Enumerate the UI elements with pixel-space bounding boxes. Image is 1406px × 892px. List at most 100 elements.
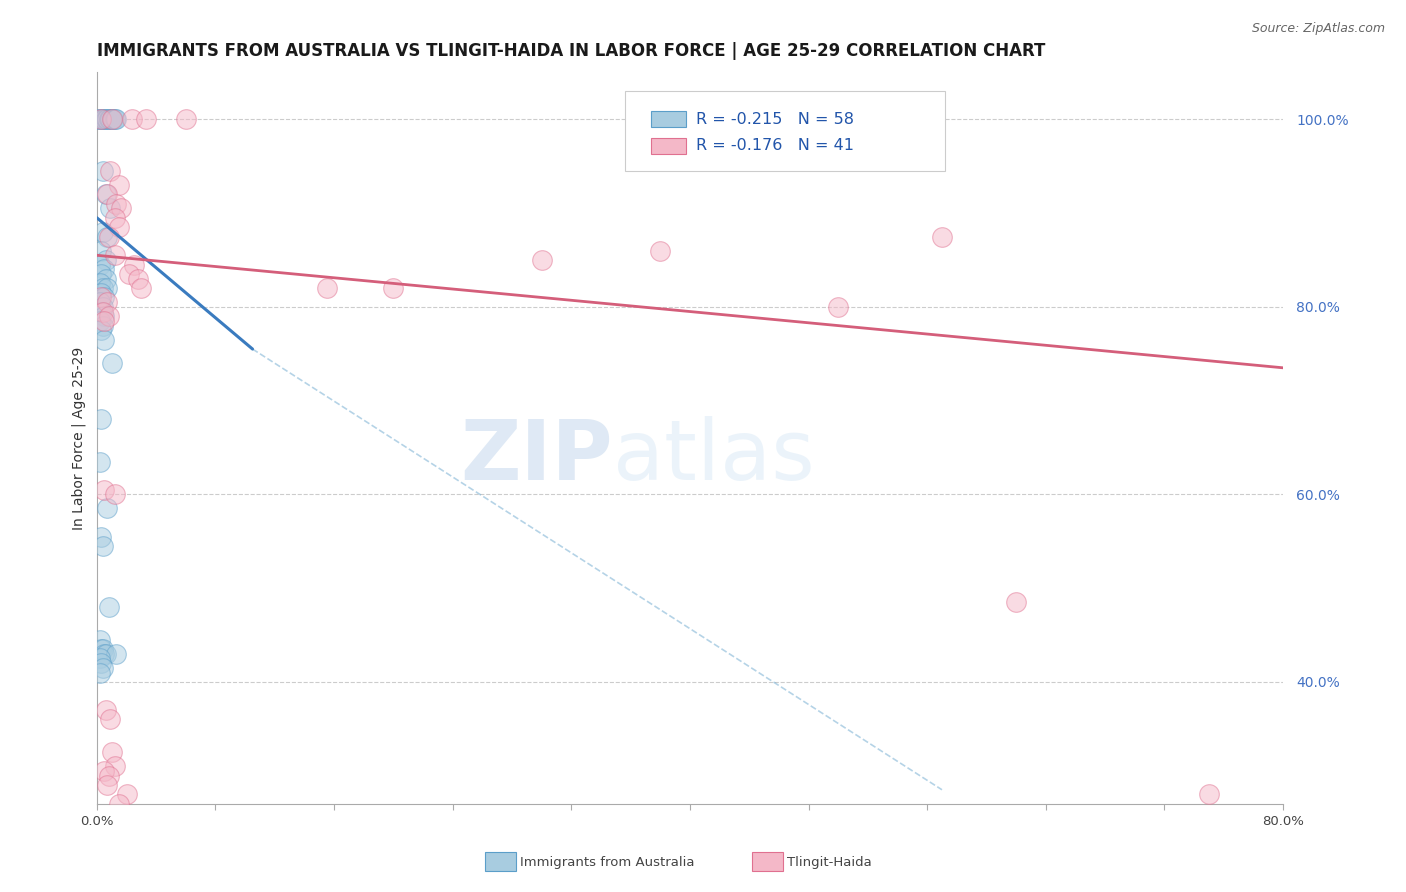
Point — [94, 271, 117, 285]
Point — [100, 356, 122, 370]
Point — [97, 769, 120, 783]
Point — [90, 112, 112, 127]
Point — [108, 797, 131, 811]
Text: atlas: atlas — [613, 416, 814, 497]
Point — [89, 112, 111, 127]
Point — [90, 656, 112, 670]
Point — [104, 487, 127, 501]
Point — [98, 164, 121, 178]
Point — [101, 112, 124, 127]
Point — [91, 112, 114, 127]
Point — [127, 271, 149, 285]
Point — [90, 244, 112, 258]
Point — [93, 262, 115, 277]
Point — [108, 178, 131, 192]
Point — [105, 112, 128, 127]
Point — [90, 304, 112, 318]
Point — [1198, 788, 1220, 802]
Point — [110, 202, 132, 216]
Point — [93, 310, 115, 324]
Point — [94, 112, 117, 127]
FancyBboxPatch shape — [651, 137, 686, 153]
Text: R = -0.176   N = 41: R = -0.176 N = 41 — [696, 138, 853, 153]
Point — [93, 647, 115, 661]
Point — [89, 665, 111, 680]
Point — [91, 225, 114, 239]
Point — [93, 112, 115, 127]
Point — [93, 483, 115, 497]
Point — [530, 252, 553, 267]
Point — [96, 229, 118, 244]
Point — [97, 310, 120, 324]
Point — [122, 258, 145, 272]
Text: Immigrants from Australia: Immigrants from Australia — [520, 856, 695, 869]
Point — [174, 112, 197, 127]
Point — [89, 314, 111, 328]
Point — [96, 501, 118, 516]
Point — [91, 304, 114, 318]
Y-axis label: In Labor Force | Age 25-29: In Labor Force | Age 25-29 — [72, 346, 86, 530]
Point — [827, 300, 849, 314]
Point — [91, 281, 114, 295]
FancyBboxPatch shape — [651, 112, 686, 128]
Point — [105, 647, 128, 661]
Point — [94, 647, 117, 661]
Point — [98, 112, 121, 127]
Point — [90, 412, 112, 426]
Point — [91, 318, 114, 333]
Point — [93, 314, 115, 328]
Point — [91, 539, 114, 553]
Point — [104, 112, 127, 127]
Point — [90, 285, 112, 300]
Point — [89, 277, 111, 291]
Point — [104, 759, 127, 773]
Point — [94, 252, 117, 267]
Point — [98, 202, 121, 216]
Point — [131, 281, 153, 295]
Text: Source: ZipAtlas.com: Source: ZipAtlas.com — [1251, 22, 1385, 36]
FancyBboxPatch shape — [624, 91, 945, 171]
Point — [108, 220, 131, 235]
Point — [118, 267, 141, 281]
Point — [89, 295, 111, 310]
Point — [89, 258, 111, 272]
Point — [931, 229, 953, 244]
Point — [93, 764, 115, 778]
Text: R = -0.215   N = 58: R = -0.215 N = 58 — [696, 112, 853, 127]
Point — [315, 281, 337, 295]
Point — [96, 281, 118, 295]
Point — [90, 112, 112, 127]
Point — [90, 290, 112, 304]
Text: IMMIGRANTS FROM AUSTRALIA VS TLINGIT-HAIDA IN LABOR FORCE | AGE 25-29 CORRELATIO: IMMIGRANTS FROM AUSTRALIA VS TLINGIT-HAI… — [97, 42, 1045, 60]
Point — [93, 333, 115, 347]
Point — [89, 454, 111, 468]
Point — [91, 661, 114, 675]
Point — [97, 599, 120, 614]
Point — [90, 642, 112, 657]
Text: ZIP: ZIP — [460, 416, 613, 497]
Point — [96, 187, 118, 202]
Point — [89, 632, 111, 647]
Point — [135, 112, 157, 127]
Point — [87, 112, 110, 127]
Point — [89, 651, 111, 665]
Point — [100, 112, 122, 127]
Point — [96, 295, 118, 310]
Text: Tlingit-Haida: Tlingit-Haida — [787, 856, 872, 869]
Point — [96, 112, 118, 127]
Point — [90, 530, 112, 544]
Point — [96, 778, 118, 792]
Point — [90, 323, 112, 337]
Point — [100, 745, 122, 759]
Point — [97, 112, 120, 127]
Point — [121, 112, 143, 127]
Point — [94, 703, 117, 717]
Point — [104, 211, 127, 225]
Point — [93, 290, 115, 304]
Point — [100, 112, 122, 127]
Point — [650, 244, 672, 258]
Point — [90, 267, 112, 281]
Point — [94, 187, 117, 202]
Point — [91, 642, 114, 657]
Point — [105, 196, 128, 211]
